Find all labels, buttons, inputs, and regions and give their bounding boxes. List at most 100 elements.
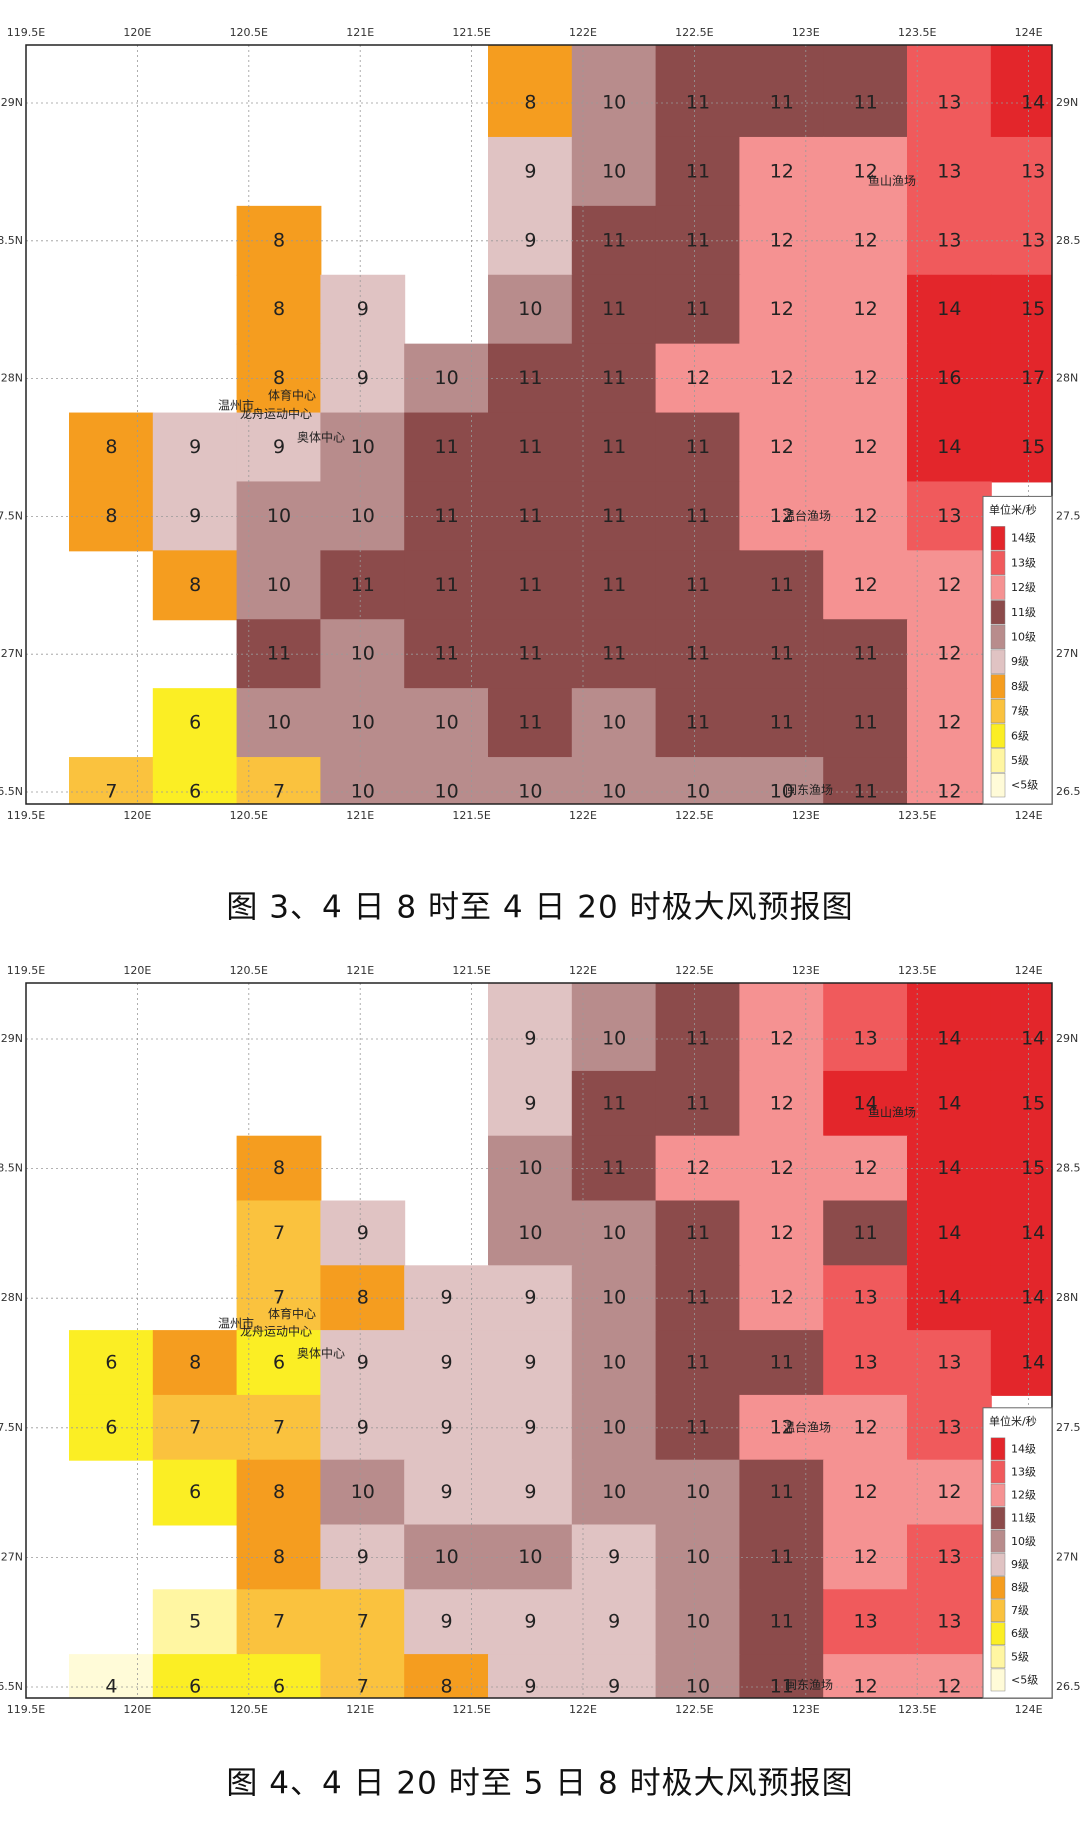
legend-swatch — [990, 1576, 1006, 1599]
place-label: 温台渔场 — [783, 508, 831, 523]
wind-cell — [404, 412, 489, 483]
legend-swatch — [990, 575, 1006, 600]
place-label: 奥体中心 — [297, 429, 345, 444]
wind-level: 11 — [602, 229, 626, 251]
wind-level: 11 — [770, 1352, 794, 1374]
wind-cell — [236, 1200, 322, 1267]
caption: 图 4、4 日 20 时至 5 日 8 时极大风预报图 — [226, 1766, 853, 1802]
wind-level: 10 — [602, 1222, 626, 1244]
wind-level: 11 — [435, 643, 459, 665]
wind-level: 11 — [267, 643, 291, 665]
wind-cell — [990, 45, 1052, 138]
wind-cell — [739, 274, 825, 345]
lat-label: 27.5N — [1056, 1421, 1080, 1434]
wind-level: 10 — [518, 298, 542, 320]
legend-label: 14级 — [1011, 1442, 1036, 1455]
wind-level: 6 — [273, 1676, 285, 1698]
wind-level: 14 — [937, 1222, 961, 1244]
wind-level: 11 — [686, 1222, 710, 1244]
wind-level: 12 — [770, 160, 794, 182]
wind-cell — [907, 136, 992, 207]
wind-cell — [823, 983, 908, 1072]
wind-cell — [990, 1070, 1052, 1137]
wind-cell — [320, 1330, 406, 1396]
wind-cell — [152, 550, 238, 621]
map: 119.5E 119.5E 120E 120E 120.5E 120.5E 121E 121E… — [0, 964, 1080, 1802]
wind-level: 5 — [189, 1611, 201, 1633]
wind-cell — [488, 1200, 573, 1267]
legend-label: 9级 — [1011, 655, 1029, 668]
legend-swatch — [990, 674, 1006, 699]
wind-level: 10 — [686, 1676, 710, 1698]
wind-level: 10 — [518, 781, 542, 803]
legend-swatch — [990, 1483, 1006, 1507]
wind-level: 12 — [770, 367, 794, 389]
wind-level: 12 — [854, 574, 878, 596]
wind-cell — [823, 1459, 908, 1526]
legend-label: 6级 — [1011, 729, 1029, 742]
lat-label: 28N — [1, 1291, 23, 1304]
wind-level: 12 — [937, 1481, 961, 1503]
wind-level: 6 — [105, 1352, 117, 1374]
wind-level: 10 — [351, 436, 375, 458]
lat-label: 26.5N — [0, 1680, 23, 1693]
wind-cell — [488, 412, 573, 483]
wind-field — [69, 45, 1052, 804]
legend-swatch — [990, 600, 1006, 625]
wind-level: 12 — [854, 1416, 878, 1438]
wind-cell — [236, 1589, 322, 1656]
wind-cell — [404, 757, 489, 804]
wind-level: 12 — [770, 1157, 794, 1179]
wind-level: 11 — [854, 92, 878, 114]
legend-title: 单位米/秒 — [989, 1414, 1037, 1428]
wind-level: 12 — [937, 643, 961, 665]
place-label: 龙舟运动中心 — [240, 406, 312, 421]
wind-level: 7 — [105, 781, 117, 803]
wind-level: 11 — [686, 1416, 710, 1438]
wind-level: 12 — [770, 1092, 794, 1114]
lon-label: 123E — [792, 964, 820, 977]
wind-level: 9 — [524, 1092, 536, 1114]
wind-level: 11 — [435, 436, 459, 458]
wind-level: 12 — [854, 1676, 878, 1698]
wind-level: 12 — [937, 574, 961, 596]
lon-label: 123E — [792, 26, 820, 39]
wind-cell — [571, 550, 657, 621]
wind-cell — [655, 136, 741, 207]
wind-level: 13 — [1021, 229, 1045, 251]
wind-level: 11 — [770, 574, 794, 596]
wind-level: 10 — [267, 505, 291, 527]
lon-label: 123E — [792, 809, 820, 822]
wind-cell — [69, 757, 154, 804]
wind-level: 7 — [273, 1611, 285, 1633]
wind-level: 8 — [273, 229, 285, 251]
lat-label: 28N — [1056, 372, 1078, 385]
wind-cell — [739, 983, 825, 1072]
wind-level: 10 — [351, 712, 375, 734]
wind-cell — [488, 1589, 573, 1656]
wind-level: 11 — [854, 712, 878, 734]
wind-level: 14 — [854, 1092, 878, 1114]
wind-cell — [739, 1200, 825, 1267]
lat-label: 27.5N — [0, 509, 23, 522]
wind-cell — [571, 45, 657, 138]
wind-cell — [571, 1330, 657, 1396]
wind-level: 7 — [273, 1287, 285, 1309]
wind-cell — [320, 274, 406, 345]
wind-level: 10 — [351, 505, 375, 527]
wind-level: 13 — [937, 229, 961, 251]
legend-label: 8级 — [1011, 1581, 1029, 1594]
wind-level: 9 — [524, 1611, 536, 1633]
wind-level: 9 — [357, 298, 369, 320]
wind-cell — [655, 1459, 741, 1526]
wind-level: 10 — [770, 781, 794, 803]
wind-level: 11 — [602, 643, 626, 665]
wind-cell — [655, 757, 741, 804]
wind-cell — [823, 1200, 908, 1267]
wind-level: 11 — [602, 436, 626, 458]
wind-level: 9 — [357, 1416, 369, 1438]
place-label: 体育中心 — [268, 387, 316, 402]
wind-level: 13 — [937, 1416, 961, 1438]
wind-level: 11 — [602, 1157, 626, 1179]
